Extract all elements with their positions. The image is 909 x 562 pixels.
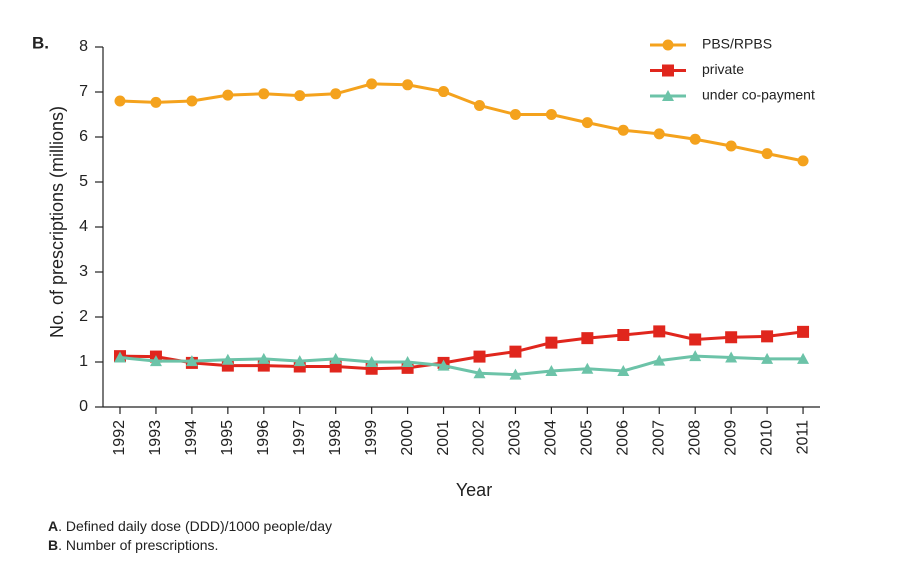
note-label: A: [48, 518, 58, 534]
y-tick-label: 1: [79, 353, 88, 370]
data-point: [797, 325, 810, 338]
x-tick-label: 2011: [794, 420, 811, 455]
x-tick-label: 2003: [507, 420, 524, 456]
data-point: [366, 78, 378, 90]
x-axis-label: Year: [456, 480, 492, 500]
y-tick-label: 0: [79, 398, 88, 415]
data-point: [221, 353, 234, 365]
footnote: B. Number of prescriptions.: [48, 537, 218, 553]
x-tick-label: 1997: [291, 420, 308, 456]
data-point: [401, 356, 414, 367]
data-point: [474, 100, 485, 111]
data-point: [185, 355, 198, 367]
x-tick-label: 2007: [650, 420, 667, 456]
x-tick-label: 1998: [327, 420, 344, 456]
x-tick-label: 2009: [722, 420, 739, 456]
data-point: [689, 133, 701, 145]
data-point: [365, 356, 378, 367]
data-point: [545, 109, 557, 120]
y-axis-label: No. of prescriptions (millions): [47, 106, 67, 338]
x-tick-label: 2001: [435, 420, 452, 456]
panel-label: B.: [32, 33, 49, 52]
data-point: [761, 352, 774, 364]
legend-label: PBS/RPBS: [702, 36, 772, 52]
data-point: [725, 331, 738, 344]
y-tick-label: 8: [79, 38, 88, 55]
data-point: [761, 148, 773, 160]
data-point: [653, 128, 665, 140]
data-point: [761, 330, 774, 343]
data-point: [797, 352, 810, 364]
legend-marker: [662, 90, 674, 101]
data-point: [294, 90, 306, 102]
x-tick-label: 1999: [363, 420, 380, 456]
data-point: [149, 355, 162, 367]
x-tick-label: 1992: [111, 420, 128, 456]
data-point: [545, 365, 558, 376]
y-tick-label: 4: [79, 218, 88, 235]
data-point: [689, 350, 702, 362]
y-tick-label: 7: [79, 83, 88, 100]
data-point: [509, 368, 522, 380]
data-point: [509, 109, 521, 120]
x-tick-label: 2008: [686, 420, 703, 456]
data-point: [797, 155, 809, 167]
data-point: [581, 362, 594, 374]
data-point: [617, 329, 630, 341]
x-tick-label: 1993: [147, 420, 164, 456]
y-tick-label: 5: [79, 173, 88, 190]
data-point: [725, 351, 738, 363]
x-tick-label: 1995: [219, 420, 236, 456]
data-point: [653, 325, 666, 338]
data-point: [329, 352, 342, 364]
data-point: [653, 354, 666, 366]
legend-label: private: [702, 61, 744, 77]
x-tick-label: 2000: [399, 420, 416, 456]
data-point: [257, 352, 270, 364]
data-point: [725, 140, 737, 152]
data-point: [617, 365, 630, 376]
data-point: [473, 367, 486, 379]
y-tick-label: 2: [79, 308, 88, 325]
x-tick-label: 2005: [579, 420, 596, 456]
y-tick-label: 3: [79, 263, 88, 280]
legend-marker: [662, 39, 674, 51]
y-tick-label: 6: [79, 128, 88, 145]
legend-marker: [662, 64, 674, 77]
data-point: [545, 336, 558, 349]
data-point: [473, 350, 486, 363]
x-tick-label: 1994: [183, 420, 200, 456]
data-point: [402, 79, 414, 91]
legend-label: under co-payment: [702, 87, 815, 103]
data-point: [689, 333, 702, 346]
series-line: [119, 354, 804, 377]
data-point: [114, 351, 126, 363]
x-tick-label: 2010: [758, 420, 775, 456]
data-point: [114, 95, 126, 107]
x-tick-label: 1996: [255, 420, 272, 456]
x-tick-label: 2006: [615, 420, 632, 456]
data-point: [438, 86, 450, 98]
data-point: [581, 332, 594, 345]
data-point: [186, 95, 198, 107]
data-point: [330, 88, 342, 100]
footnote: A. Defined daily dose (DDD)/1000 people/…: [48, 518, 332, 534]
data-point: [150, 96, 162, 108]
series-line: [119, 82, 804, 163]
data-point: [437, 359, 450, 371]
note-text: . Defined daily dose (DDD)/1000 people/d…: [58, 518, 332, 534]
x-tick-label: 2002: [471, 420, 488, 456]
data-point: [258, 88, 270, 100]
data-point: [617, 124, 629, 136]
note-label: B: [48, 537, 58, 553]
data-point: [581, 117, 593, 129]
data-point: [222, 89, 234, 101]
x-tick-label: 2004: [543, 420, 560, 456]
data-point: [293, 355, 306, 367]
data-point: [509, 345, 522, 358]
note-text: . Number of prescriptions.: [58, 537, 218, 553]
